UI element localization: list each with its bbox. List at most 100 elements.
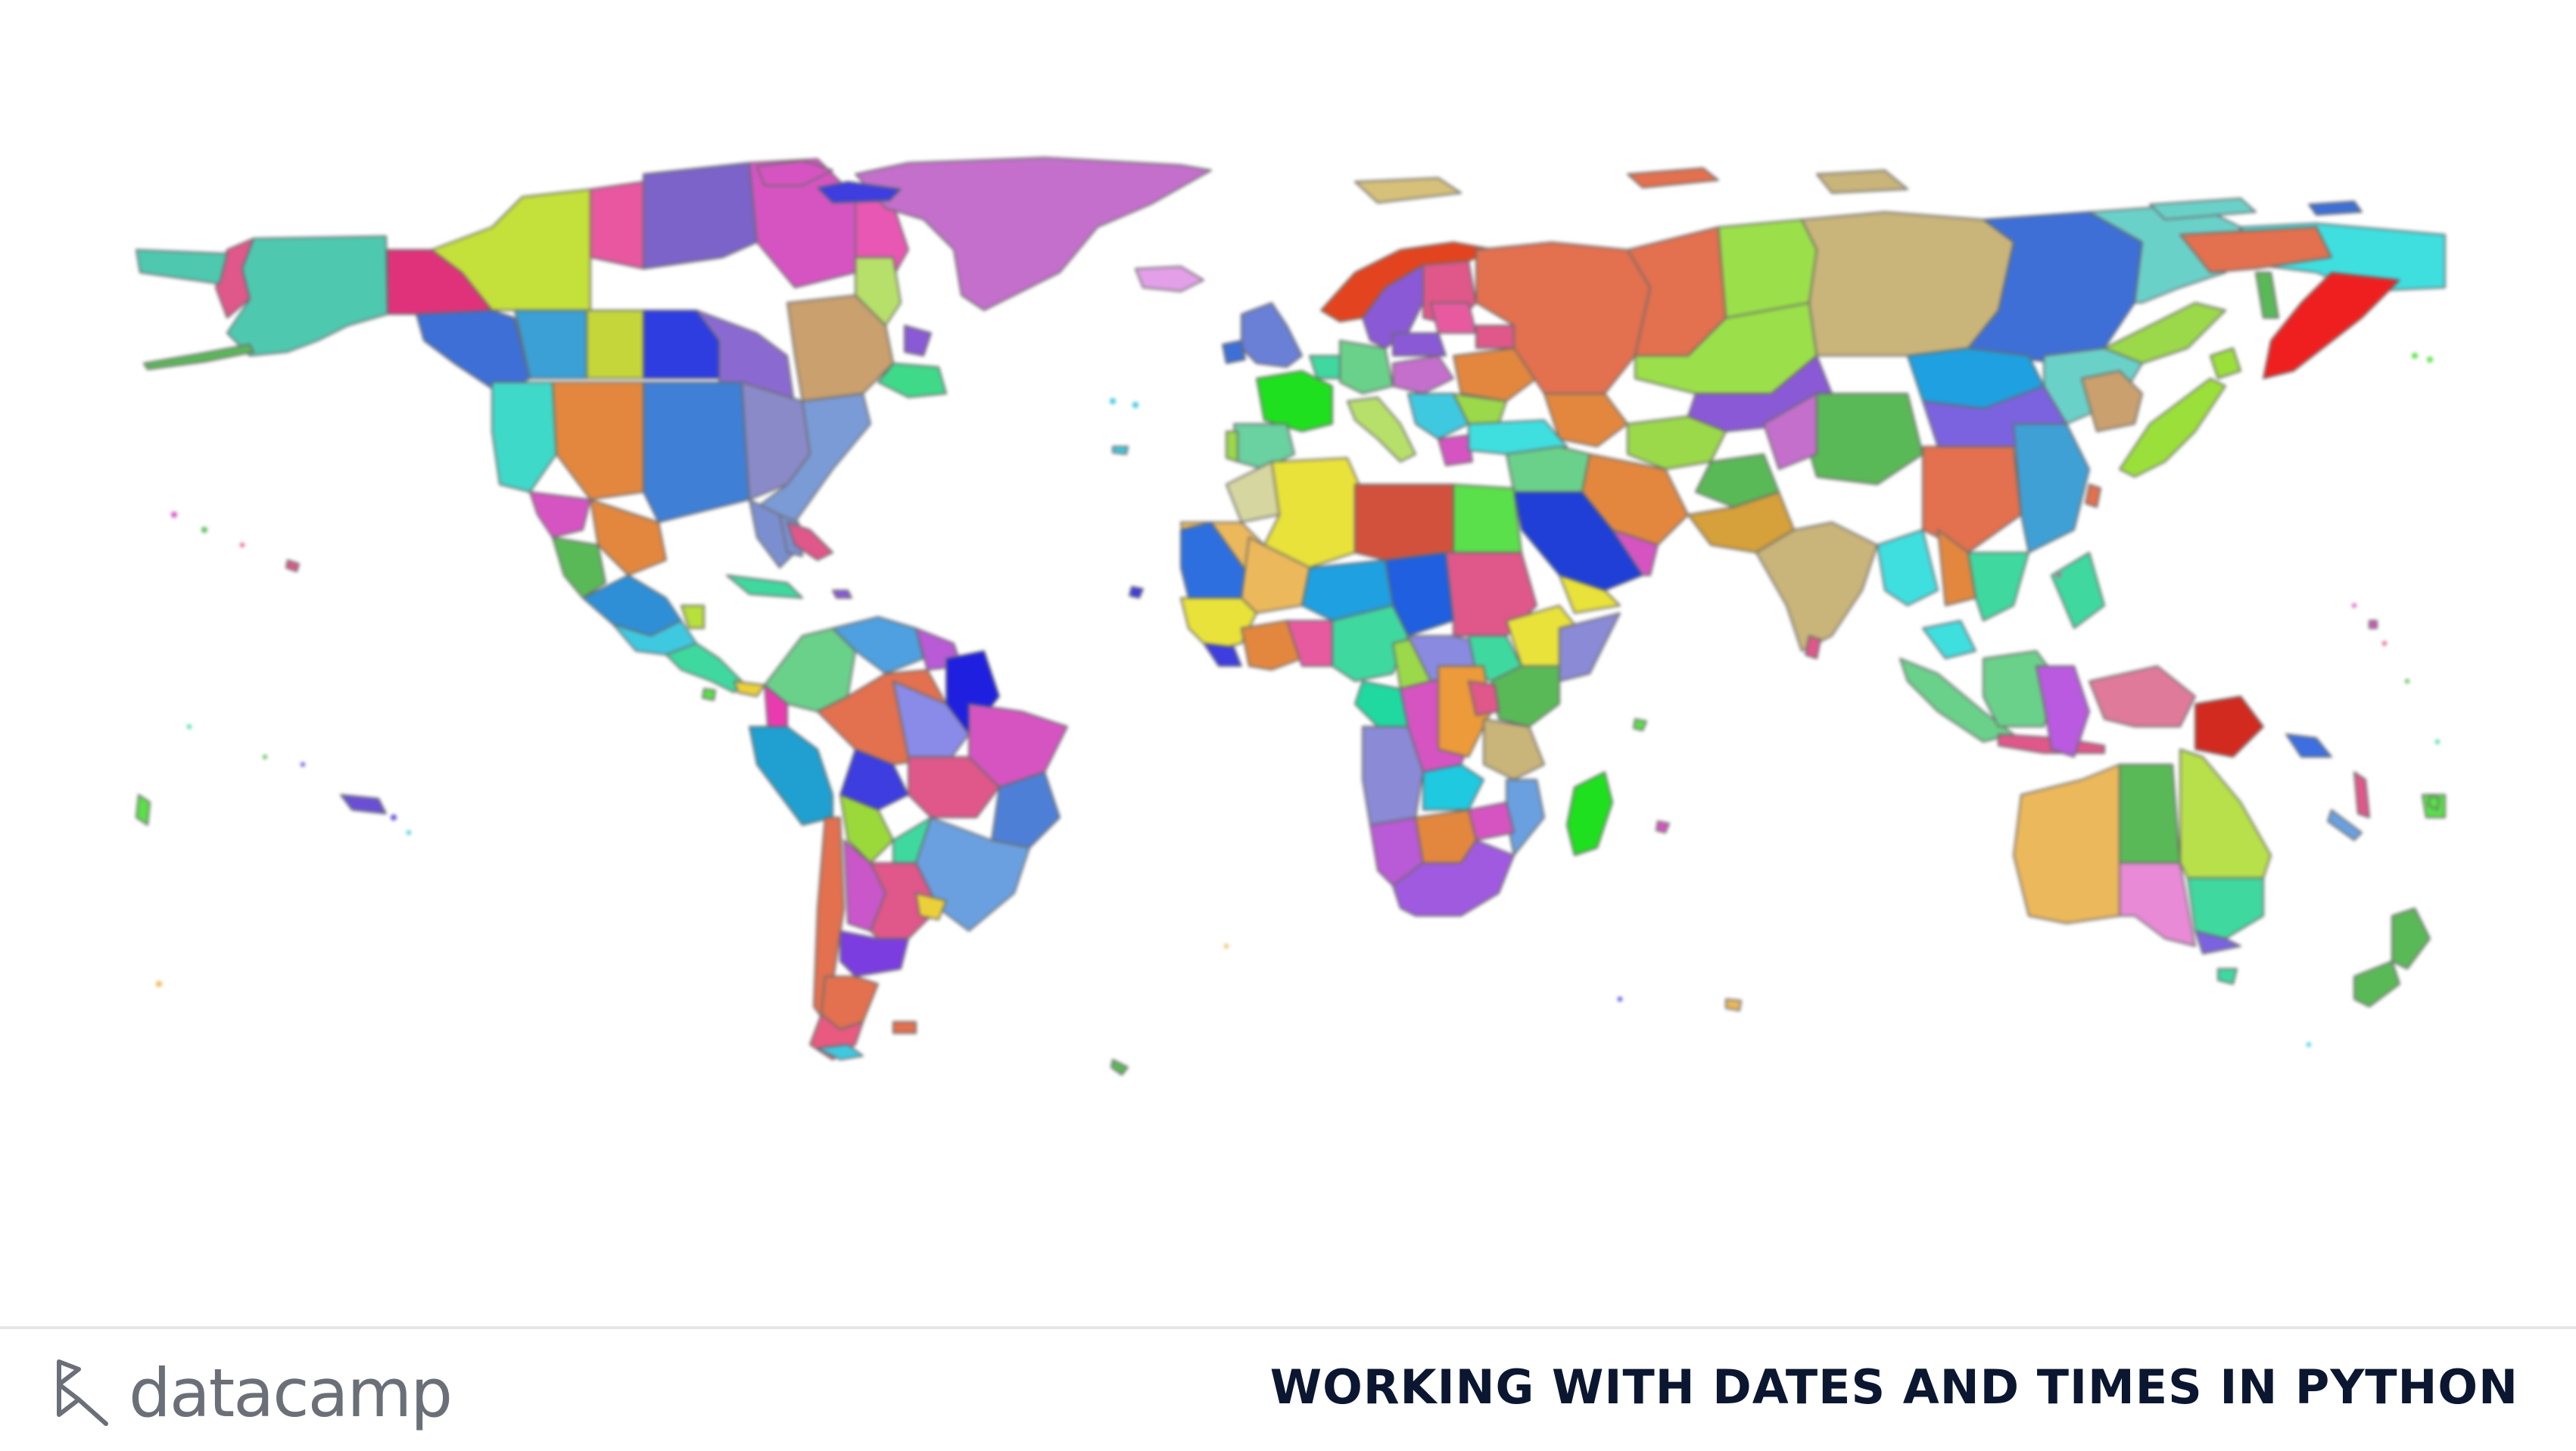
region-aleutians <box>143 344 254 370</box>
region-ivory-coast <box>1241 620 1303 671</box>
region-nunavut-center <box>643 162 758 269</box>
region-madagascar <box>1566 771 1613 856</box>
region-cape-verde <box>1129 586 1144 599</box>
region-iceland <box>1135 266 1204 292</box>
world-map <box>135 157 2446 1076</box>
region-new-zealand-south <box>2353 961 2400 1007</box>
africa <box>1180 457 1621 917</box>
north-asia <box>1354 167 2446 394</box>
region-portugal <box>1226 431 1238 462</box>
region-falklands <box>892 1021 917 1034</box>
region-china-south <box>2013 423 2090 553</box>
region-us-pacific-nw <box>491 381 557 493</box>
region-maritimes <box>877 363 947 398</box>
region-mauritius <box>1656 820 1670 833</box>
small-islands <box>135 446 2440 1076</box>
south-america <box>749 616 1068 1060</box>
region-central-europe <box>1392 355 1454 394</box>
region-us-southwest <box>529 491 591 538</box>
region-kamchatka <box>2263 272 2400 379</box>
region-germany <box>1339 340 1394 394</box>
region-japan-honshu <box>2119 378 2226 478</box>
region-alaska-peninsula <box>135 249 228 285</box>
region-polynesia-b <box>135 794 151 826</box>
datacamp-icon <box>57 1359 108 1426</box>
region-sulawesi <box>2036 665 2090 758</box>
region-micronesia <box>2369 620 2378 629</box>
region-tasmania <box>2217 968 2238 985</box>
region-korea <box>2081 370 2143 432</box>
region-egypt <box>1453 484 1522 553</box>
region-azores <box>1112 446 1129 455</box>
region-saskatchewan <box>586 310 644 379</box>
region-sakhalin <box>2255 272 2279 319</box>
region-arctic-isl-east <box>2149 198 2257 220</box>
region-us-plains <box>643 381 750 523</box>
region-panama <box>734 680 765 697</box>
region-ireland <box>1222 340 1246 364</box>
region-magadan <box>2179 226 2332 273</box>
region-chad <box>1385 552 1454 637</box>
region-franz-josef <box>1354 177 1462 204</box>
datacamp-logo[interactable]: datacamp <box>53 1352 453 1435</box>
region-sri-lanka <box>1805 635 1821 659</box>
region-middle-east <box>1506 446 1590 493</box>
region-somalia <box>1559 612 1621 682</box>
region-tanzania <box>1483 718 1545 780</box>
region-yemen <box>1559 574 1621 614</box>
region-tonga <box>2428 794 2440 811</box>
region-western-australia <box>2013 764 2120 924</box>
region-belarus <box>1475 325 1515 349</box>
region-southeast-asia <box>1877 529 1939 606</box>
region-vanuatu <box>2353 771 2370 818</box>
region-brazil-east <box>991 771 1061 848</box>
region-moluccas <box>2089 665 2196 727</box>
region-caribbean-isl <box>832 590 852 599</box>
region-oman <box>1612 529 1659 576</box>
course-title: WORKING WITH DATES AND TIMES IN PYTHON <box>1269 1359 2518 1415</box>
region-us-texas <box>590 499 667 576</box>
region-xinjiang <box>1763 393 1818 470</box>
region-northern-territory <box>2119 764 2181 864</box>
region-central-america <box>665 643 743 693</box>
region-yucatan <box>681 605 705 629</box>
oceania <box>1899 650 2446 1007</box>
region-arctic-isl-far <box>2308 201 2363 216</box>
europe <box>1222 241 1537 470</box>
pacific-dots <box>156 353 2440 1047</box>
region-saudi <box>1513 491 1643 591</box>
region-us-mountain <box>552 381 644 500</box>
region-zambia <box>1422 764 1484 811</box>
region-japan-hokkaido <box>2210 347 2241 379</box>
region-bolivia <box>839 749 909 811</box>
brand-name: datacamp <box>129 1354 453 1432</box>
north-america <box>135 158 947 697</box>
region-svalbard-west <box>817 181 902 204</box>
region-mali <box>1241 537 1310 614</box>
region-newfoundland <box>904 325 932 357</box>
footer-bar: datacamp WORKING WITH DATES AND TIMES IN… <box>0 1326 2576 1451</box>
region-mozambique <box>1506 779 1545 856</box>
region-poland <box>1392 332 1447 357</box>
region-tibet <box>1801 393 1923 485</box>
region-queensland <box>2179 749 2272 879</box>
region-china-center <box>1922 446 2022 553</box>
region-libya <box>1354 484 1454 561</box>
region-malaysia <box>1922 620 1976 659</box>
region-nsw <box>2187 877 2264 939</box>
region-seychelles <box>1633 718 1647 731</box>
world-map-svg <box>135 157 2446 1076</box>
region-severnaya <box>1816 170 1908 194</box>
region-colombia <box>764 627 856 712</box>
region-paraguay <box>839 794 894 864</box>
region-greece <box>1438 434 1473 466</box>
region-sweden <box>1362 264 1424 349</box>
region-ukraine <box>1453 347 1537 402</box>
region-gabon-congo <box>1354 680 1409 727</box>
region-uk <box>1241 302 1303 368</box>
region-uruguay <box>915 892 947 920</box>
region-guinea <box>1203 643 1242 667</box>
region-india <box>1755 522 1878 652</box>
region-italy <box>1347 397 1416 462</box>
